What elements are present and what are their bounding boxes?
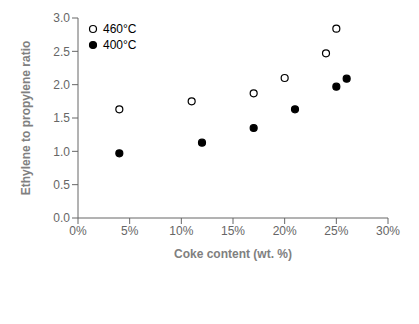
svg-text:0.0: 0.0 <box>53 211 70 225</box>
svg-text:1.0: 1.0 <box>53 145 70 159</box>
svg-text:Ethylene to propylene ratio: Ethylene to propylene ratio <box>19 41 33 196</box>
html-text:400°C: 400°C <box>103 38 137 52</box>
svg-text:3.0: 3.0 <box>53 11 70 25</box>
html-text:460°C: 460°C <box>103 22 137 36</box>
svg-text:10%: 10% <box>169 224 193 238</box>
svg-text:1.5: 1.5 <box>53 111 70 125</box>
svg-text:2.5: 2.5 <box>53 45 70 59</box>
svg-text:0%: 0% <box>69 224 87 238</box>
svg-text:30%: 30% <box>376 224 400 238</box>
svg-text:5%: 5% <box>121 224 139 238</box>
svg-text:20%: 20% <box>273 224 297 238</box>
svg-text:2.0: 2.0 <box>53 78 70 92</box>
svg-text:25%: 25% <box>324 224 348 238</box>
svg-text:15%: 15% <box>221 224 245 238</box>
svg-text:0.5: 0.5 <box>53 178 70 192</box>
svg-text:Coke content (wt. %): Coke content (wt. %) <box>174 247 292 261</box>
